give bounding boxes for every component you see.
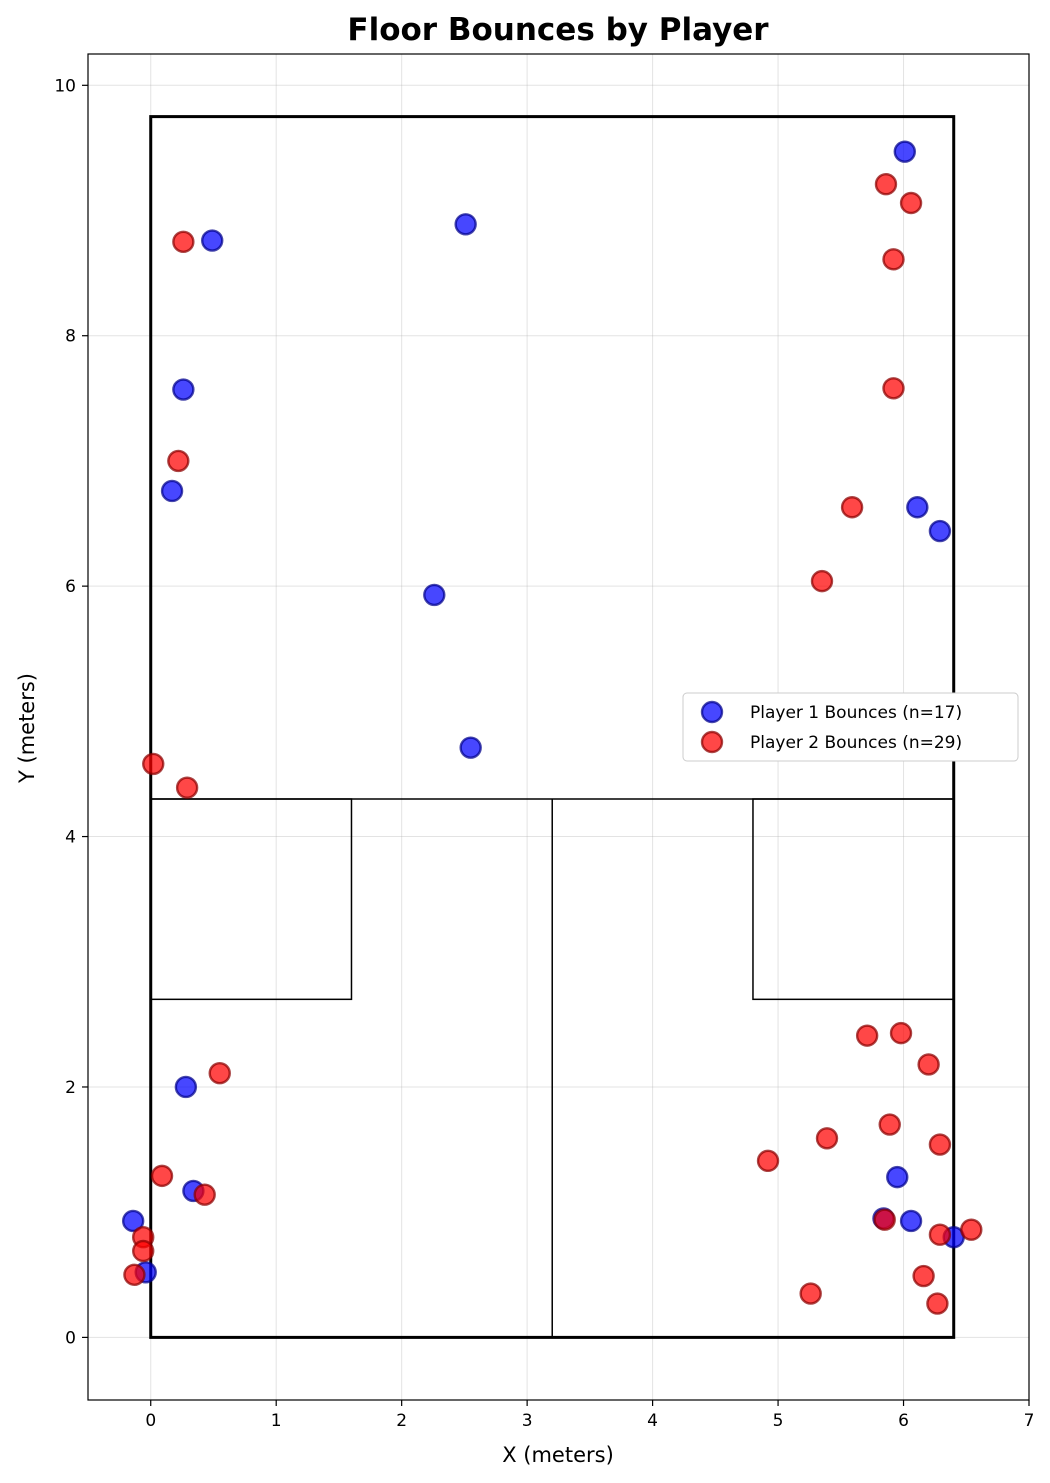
x-tick-label: 2 xyxy=(396,1411,407,1431)
bounce-point-player-2 xyxy=(882,248,905,271)
y-tick-label: 2 xyxy=(65,1078,76,1098)
bounce-point-player-1 xyxy=(201,229,224,252)
x-tick-label: 5 xyxy=(773,1411,784,1431)
scatter-points xyxy=(121,140,983,1315)
bounce-point-player-2 xyxy=(123,1263,146,1286)
bounce-point-player-2 xyxy=(928,1223,952,1246)
bounce-point-player-2 xyxy=(873,1208,896,1231)
chart-title: Floor Bounces by Player xyxy=(347,12,769,48)
legend-box xyxy=(682,692,1019,762)
bounce-point-player-2 xyxy=(960,1218,983,1241)
legend-label-player-1: Player 1 Bounces (n=17) xyxy=(750,703,962,723)
y-tick-label: 4 xyxy=(65,828,76,848)
x-tick-label: 6 xyxy=(898,1411,909,1431)
x-tick-label: 1 xyxy=(271,1411,282,1431)
bounce-point-player-2 xyxy=(132,1239,155,1263)
bounce-point-player-2 xyxy=(208,1062,231,1085)
bounce-point-player-2 xyxy=(855,1024,879,1047)
bounce-point-player-2 xyxy=(167,449,190,473)
bounce-point-player-1 xyxy=(459,736,482,759)
bounce-point-player-2 xyxy=(799,1282,822,1305)
bounce-point-player-2 xyxy=(840,496,864,519)
bounce-point-player-1 xyxy=(121,1209,145,1233)
bounce-point-player-1 xyxy=(928,519,952,543)
x-tick-label: 4 xyxy=(647,1411,658,1431)
y-tick-label: 6 xyxy=(65,577,76,597)
bounce-point-player-1 xyxy=(174,1075,198,1099)
bounce-point-player-1 xyxy=(172,378,195,401)
bounce-point-player-2 xyxy=(912,1264,935,1288)
bounce-point-player-1 xyxy=(423,583,446,607)
x-tick-label: 3 xyxy=(522,1411,533,1431)
bounce-point-player-2 xyxy=(917,1053,940,1076)
bounce-point-player-1 xyxy=(886,1165,909,1189)
right-service-box xyxy=(752,798,955,1001)
legend-marker-player-1 xyxy=(700,700,724,724)
legend: Player 1 Bounces (n=17) Player 2 Bounces… xyxy=(682,692,1019,762)
bounce-point-player-2 xyxy=(878,1113,901,1136)
bounce-point-player-2 xyxy=(756,1149,780,1173)
legend-marker-player-2 xyxy=(700,730,724,754)
bounce-point-player-2 xyxy=(815,1127,839,1150)
bounce-point-player-1 xyxy=(454,213,477,236)
bounce-point-player-2 xyxy=(810,569,834,593)
bounce-point-player-2 xyxy=(193,1183,216,1206)
bounce-point-player-1 xyxy=(160,479,184,503)
x-axis-label: X (meters) xyxy=(502,1443,614,1467)
bounce-point-player-2 xyxy=(874,173,898,196)
bounce-point-player-2 xyxy=(175,776,199,799)
bounce-point-player-1 xyxy=(906,496,929,519)
axis-ticks: 0 1 2 3 4 5 6 7 0 2 4 6 8 10 xyxy=(54,76,1034,1431)
bounce-point-player-2 xyxy=(172,230,195,254)
legend-label-player-2: Player 2 Bounces (n=29) xyxy=(750,733,962,753)
y-tick-label: 8 xyxy=(65,327,76,347)
left-service-box xyxy=(149,798,353,1001)
bounce-point-player-2 xyxy=(899,191,923,215)
y-tick-label: 0 xyxy=(65,1328,76,1348)
y-tick-label: 10 xyxy=(54,76,76,96)
bounce-point-player-2 xyxy=(142,752,165,776)
x-tick-label: 0 xyxy=(145,1411,156,1431)
bounce-point-player-1 xyxy=(893,140,916,163)
bounce-point-player-2 xyxy=(889,1021,913,1045)
bounce-point-player-2 xyxy=(882,377,905,400)
bounce-point-player-2 xyxy=(150,1164,174,1188)
x-tick-label: 7 xyxy=(1024,1411,1035,1431)
bounce-point-player-1 xyxy=(899,1209,923,1233)
bounce-point-player-2 xyxy=(928,1133,952,1156)
y-axis-label: Y (meters) xyxy=(15,673,39,784)
plot-frame xyxy=(87,53,1030,1401)
bounce-point-player-2 xyxy=(926,1292,949,1315)
